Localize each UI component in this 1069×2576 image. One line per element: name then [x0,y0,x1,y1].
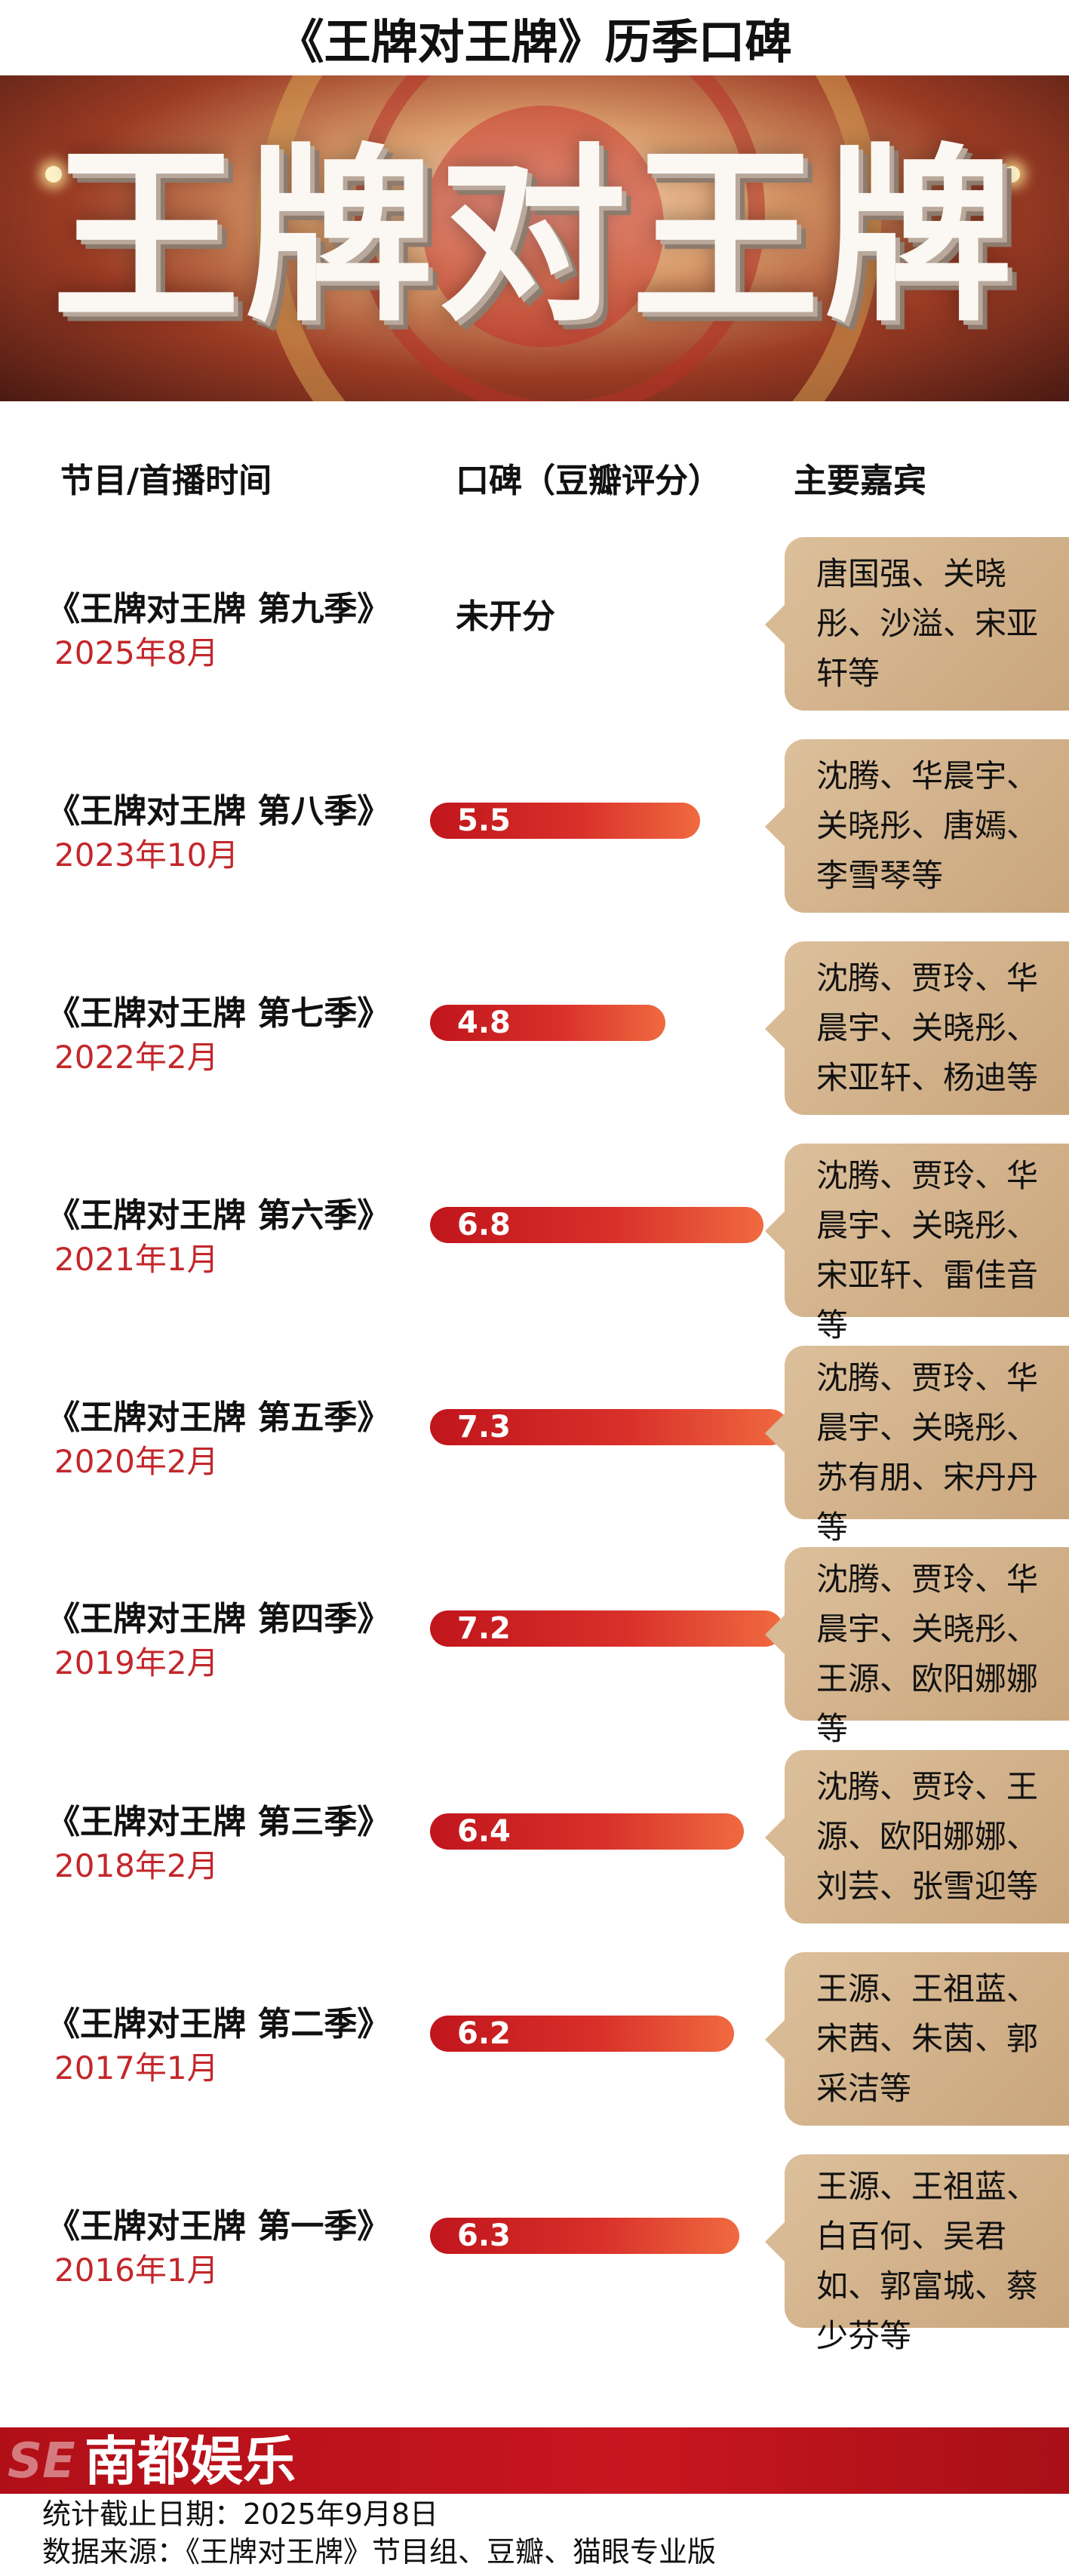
banner-logo: 王牌对王牌 [51,127,1018,347]
guest-list: 唐国强、关晓彤、沙溢、宋亚轩等 [816,555,1039,692]
banner-lamp [1003,166,1020,183]
score-label: 6.8 [457,1208,511,1242]
season-name: 《王牌对王牌 第四季》 [47,1600,391,1638]
guest-box: 沈腾、贾玲、华晨宇、关晓彤、苏有朋、宋丹丹等 [765,1346,1069,1546]
banner-lamp [45,166,62,183]
season-name: 《王牌对王牌 第一季》 [47,2207,391,2246]
guest-list: 沈腾、贾玲、华晨宇、关晓彤、宋亚轩、杨迪等 [816,959,1039,1096]
season-row: 《王牌对王牌 第七季》 2022年2月 4.8 沈腾、贾玲、华晨宇、关晓彤、宋亚轩、杨… [0,941,1069,1115]
guest-box: 王源、王祖蓝、白百何、吴君如、郭富城、蔡少芬等 [765,2154,1069,2354]
season-row: 《王牌对王牌 第四季》 2019年2月 7.2 沈腾、贾玲、华晨宇、关晓彤、王源、欧阳… [0,1547,1069,1747]
header-score: 口碑（豆瓣评分） [456,462,721,500]
premiere-date: 2016年1月 [54,2252,219,2289]
score-bar [430,1207,763,1243]
premiere-date: 2017年1月 [54,2049,219,2086]
score-label: 7.2 [457,1611,511,1646]
season-row: 《王牌对王牌 第一季》 2016年1月 6.3 王源、王祖蓝、白百何、吴君如、郭富城、… [0,2154,1069,2354]
premiere-date: 2025年8月 [54,634,219,671]
guest-list: 王源、王祖蓝、白百何、吴君如、郭富城、蔡少芬等 [816,2168,1039,2354]
brand-name: 南都娱乐 [84,2430,296,2492]
guest-list: 沈腾、贾玲、王源、欧阳娜娜、刘芸、张雪迎等 [816,1768,1039,1905]
page-title: 《王牌对王牌》历季口碑 [277,14,792,69]
score-bar [430,2016,734,2052]
banner-image: 王牌对王牌 [0,75,1069,401]
score-bar [430,2218,739,2254]
guest-box: 沈腾、贾玲、华晨宇、关晓彤、宋亚轩、杨迪等 [765,941,1069,1115]
score-label: 6.4 [457,1814,511,1849]
guest-box: 王源、王祖蓝、宋茜、朱茵、郭采洁等 [765,1952,1069,2126]
score-bar [430,803,700,839]
score-bar [430,1813,744,1850]
guest-list: 沈腾、贾玲、华晨宇、关晓彤、王源、欧阳娜娜等 [816,1561,1039,1747]
premiere-date: 2018年2月 [54,1847,219,1884]
season-row: 《王牌对王牌 第三季》 2018年2月 6.4 沈腾、贾玲、王源、欧阳娜娜、刘芸、张雪… [0,1750,1069,1924]
premiere-date: 2021年1月 [54,1241,219,1278]
season-row: 《王牌对王牌 第九季》 2025年8月 未开分 唐国强、关晓彤、沙溢、宋亚轩等 [0,537,1069,711]
season-name: 《王牌对王牌 第六季》 [47,1196,391,1235]
score-label: 6.3 [457,2218,511,2253]
stat-date: 统计截止日期：2025年9月8日 [42,2498,439,2531]
score-label: 6.2 [457,2016,511,2051]
season-row: 《王牌对王牌 第六季》 2021年1月 6.8 沈腾、贾玲、华晨宇、关晓彤、宋亚轩、雷… [0,1144,1069,1343]
season-name: 《王牌对王牌 第五季》 [47,1399,391,1437]
score-label: 4.8 [457,1006,511,1040]
season-row: 《王牌对王牌 第五季》 2020年2月 7.3 沈腾、贾玲、华晨宇、关晓彤、苏有朋、宋… [0,1346,1069,1546]
premiere-date: 2022年2月 [54,1039,219,1076]
score-label: 5.5 [457,803,511,838]
score-bar [430,1610,783,1647]
season-name: 《王牌对王牌 第三季》 [47,1803,391,1841]
score-label: 7.3 [457,1410,511,1445]
guest-box: 沈腾、贾玲、王源、欧阳娜娜、刘芸、张雪迎等 [765,1750,1069,1924]
data-source: 数据来源：《王牌对王牌》节目组、豆瓣、猫眼专业版 [42,2535,717,2568]
score-bar [430,1409,788,1445]
season-name: 《王牌对王牌 第二季》 [47,2005,391,2043]
guest-list: 王源、王祖蓝、宋茜、朱茵、郭采洁等 [816,1970,1039,2107]
score-label: 未开分 [456,597,555,636]
season-row: 《王牌对王牌 第二季》 2017年1月 6.2 王源、王祖蓝、宋茜、朱茵、郭采洁等 [0,1952,1069,2126]
guest-box: 沈腾、华晨宇、关晓彤、唐嫣、李雪琴等 [765,739,1069,913]
guest-box: 沈腾、贾玲、华晨宇、关晓彤、王源、欧阳娜娜等 [765,1547,1069,1747]
header-guests: 主要嘉宾 [794,462,926,500]
guest-list: 沈腾、华晨宇、关晓彤、唐嫣、李雪琴等 [816,757,1039,894]
banner-ring [422,106,664,347]
season-row: 《王牌对王牌 第八季》 2023年10月 5.5 沈腾、华晨宇、关晓彤、唐嫣、李雪琴等 [0,739,1069,913]
premiere-date: 2019年2月 [54,1644,219,1681]
footer-brand-bar: SE 南都娱乐 [0,2427,1069,2494]
season-name: 《王牌对王牌 第九季》 [47,590,391,628]
guest-box: 唐国强、关晓彤、沙溢、宋亚轩等 [765,537,1069,711]
guest-list: 沈腾、贾玲、华晨宇、关晓彤、宋亚轩、雷佳音等 [816,1157,1039,1343]
brand-logo-mark: SE [8,2433,75,2489]
guest-box: 沈腾、贾玲、华晨宇、关晓彤、宋亚轩、雷佳音等 [765,1144,1069,1343]
header-program: 节目/首播时间 [60,462,272,500]
premiere-date: 2020年2月 [54,1443,219,1480]
guest-list: 沈腾、贾玲、华晨宇、关晓彤、苏有朋、宋丹丹等 [816,1359,1039,1546]
season-name: 《王牌对王牌 第八季》 [47,792,391,831]
premiere-date: 2023年10月 [54,837,239,874]
score-bar [430,1005,665,1041]
season-name: 《王牌对王牌 第七季》 [47,994,391,1033]
